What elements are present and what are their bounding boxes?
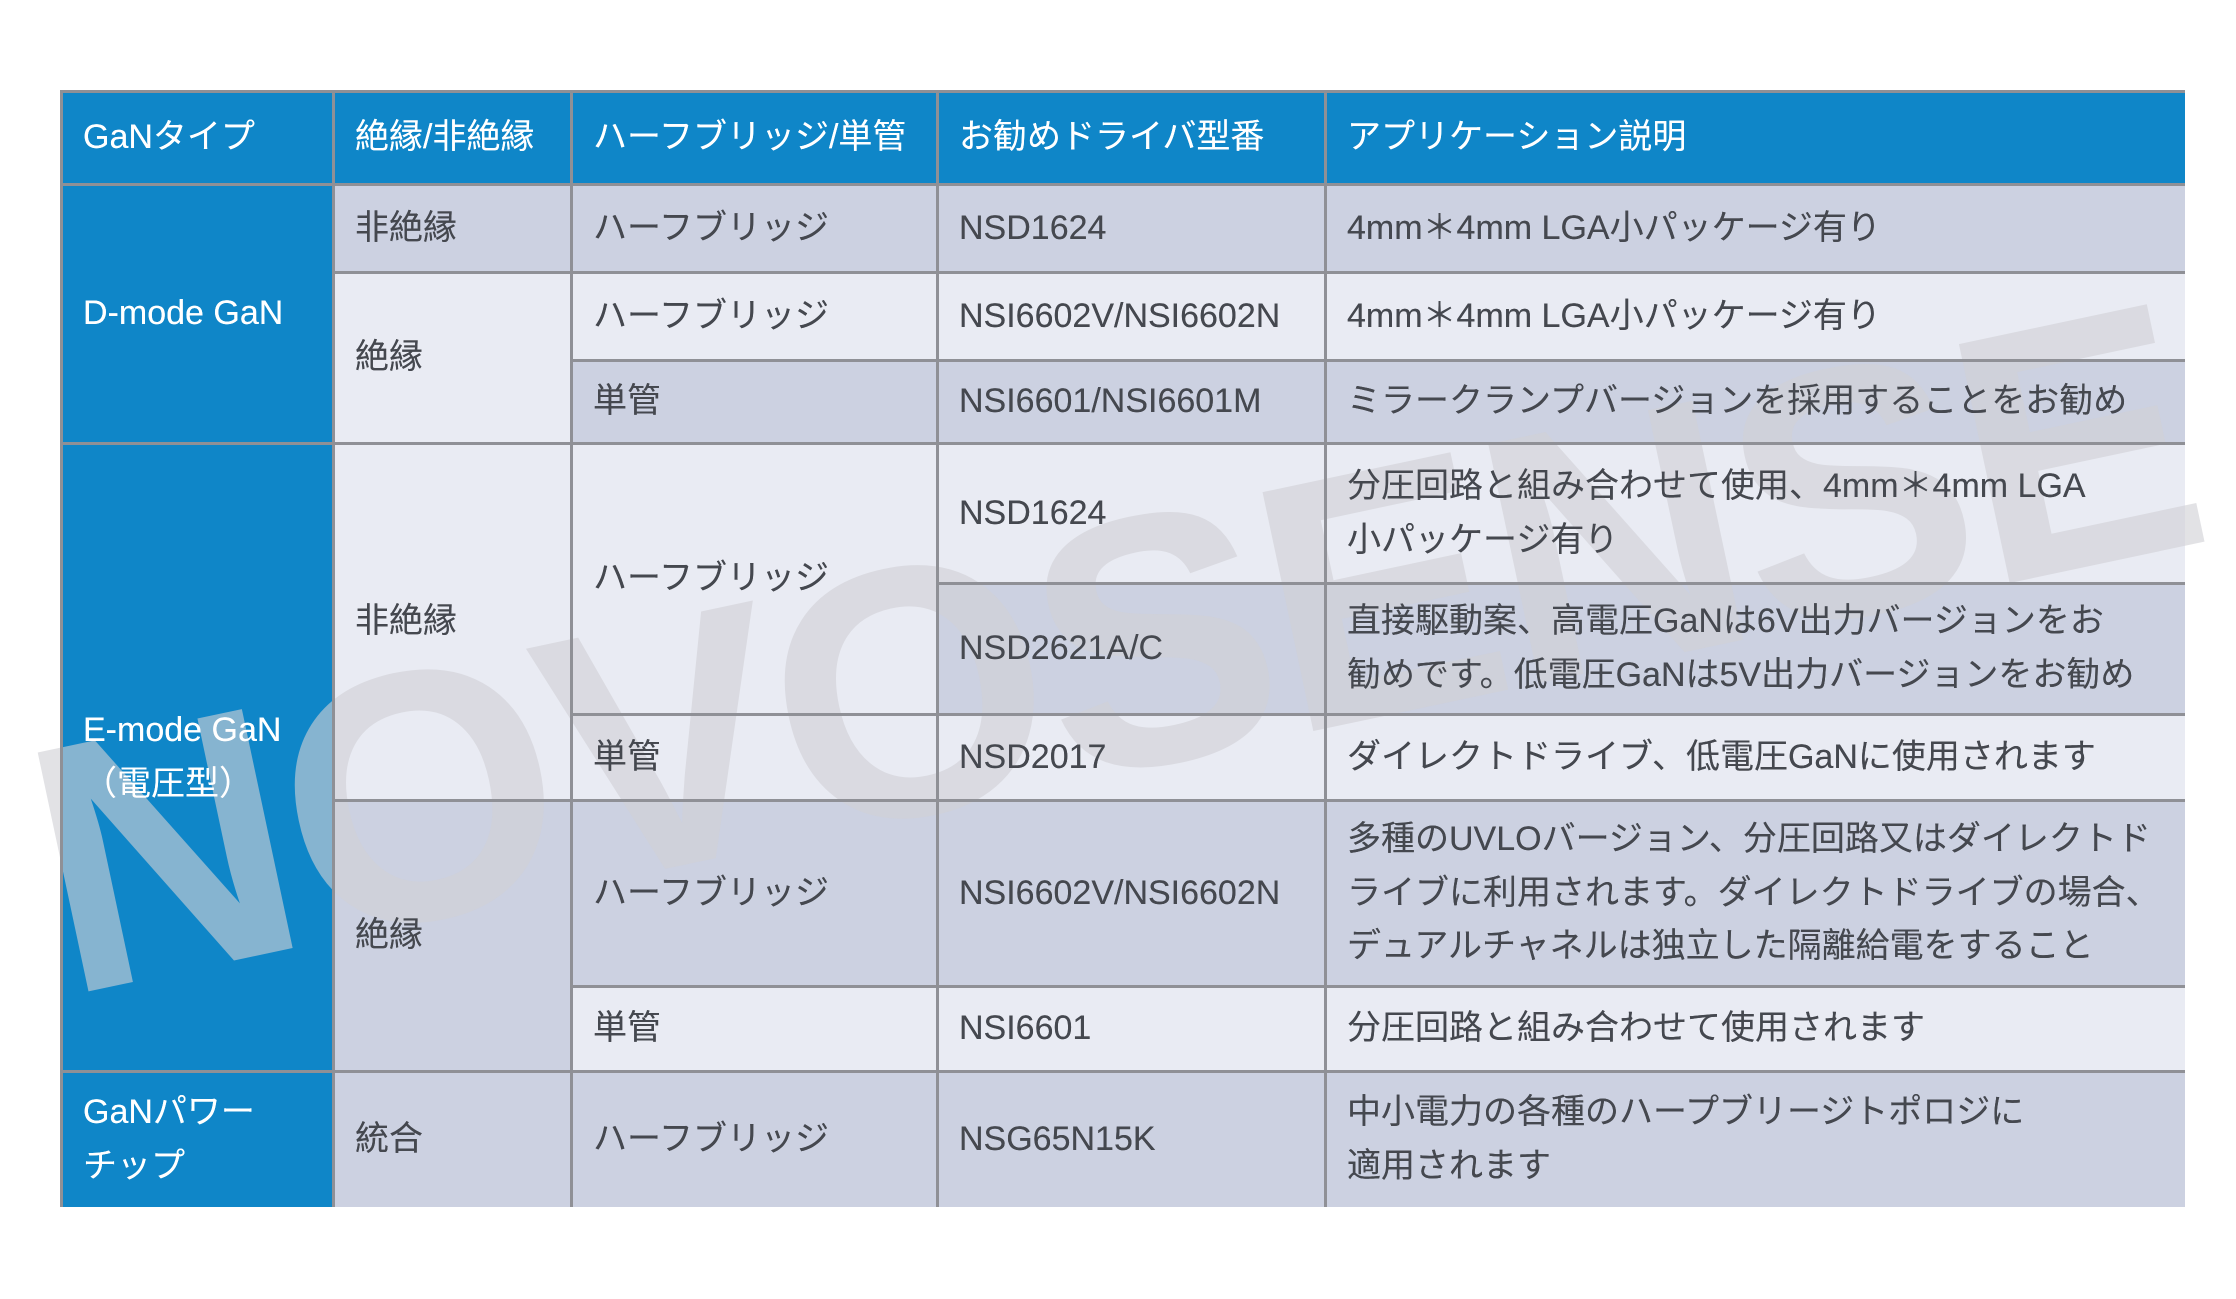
cell-part-number: NSG65N15K (936, 1070, 1327, 1207)
cell-part-number: NSI6602V/NSI6602N (936, 799, 1327, 988)
cell-gan-type-emode: E-mode GaN （電圧型） (60, 442, 335, 1073)
header-topology: ハーフブリッジ/単管 (570, 90, 939, 186)
cell-isolation: 非絶縁 (332, 183, 573, 274)
cell-isolation: 統合 (332, 1070, 573, 1207)
cell-topology: 単管 (570, 359, 939, 445)
table-row: 絶縁 ハーフブリッジ NSI6602V/NSI6602N 4mm＊4mm LGA… (62, 271, 2185, 445)
cell-gan-type-power-chip: GaNパワー チップ (60, 1070, 335, 1207)
cell-part-number: NSD2017 (936, 713, 1327, 802)
table-row: 絶縁 ハーフブリッジ NSI6602V/NSI6602N 多種のUVLOバージョ… (62, 799, 2185, 1073)
cell-description: ダイレクトドライブ、低電圧GaNに使用されます (1324, 713, 2185, 802)
cell-description: 分圧回路と組み合わせて使用、4mm＊4mm LGA 小パッケージ有り (1324, 442, 2185, 585)
table-row: GaNパワー チップ 統合 ハーフブリッジ NSG65N15K 中小電力の各種の… (60, 1070, 2185, 1207)
cell-topology: 単管 (570, 985, 939, 1073)
cell-topology: ハーフブリッジ (570, 442, 939, 716)
cell-part-number: NSD2621A/C (936, 582, 1327, 716)
cell-description: 直接駆動案、高電圧GaNは6V出力バージョンをお 勧めです。低電圧GaNは5V出… (1324, 582, 2185, 716)
cell-description: 多種のUVLOバージョン、分圧回路又はダイレクトド ライブに利用されます。ダイレ… (1324, 799, 2185, 988)
gan-driver-table: GaNタイプ 絶縁/非絶縁 ハーフブリッジ/単管 お勧めドライバ型番 アプリケー… (60, 90, 2185, 1207)
cell-description: ミラークランプバージョンを採用することをお勧め (1324, 359, 2185, 445)
cell-gan-type-dmode: D-mode GaN (60, 183, 335, 445)
header-isolation: 絶縁/非絶縁 (332, 90, 573, 186)
cell-part-number: NSI6601/NSI6601M (936, 359, 1327, 445)
cell-part-number: NSI6602V/NSI6602N (936, 271, 1327, 362)
cell-description: 4mm＊4mm LGA小パッケージ有り (1324, 183, 2185, 274)
cell-description: 4mm＊4mm LGA小パッケージ有り (1324, 271, 2185, 362)
cell-topology: ハーフブリッジ (570, 799, 939, 988)
header-part-number: お勧めドライバ型番 (936, 90, 1327, 186)
header-application: アプリケーション説明 (1324, 90, 2185, 186)
cell-part-number: NSD1624 (936, 442, 1327, 585)
cell-description: 分圧回路と組み合わせて使用されます (1324, 985, 2185, 1073)
cell-isolation: 絶縁 (332, 799, 573, 1073)
cell-topology: 単管 (570, 713, 939, 802)
cell-description: 中小電力の各種のハープブリージトポロジに 適用されます (1324, 1070, 2185, 1207)
header-row: GaNタイプ 絶縁/非絶縁 ハーフブリッジ/単管 お勧めドライバ型番 アプリケー… (60, 90, 2185, 186)
cell-topology: ハーフブリッジ (570, 271, 939, 362)
table-row: D-mode GaN 非絶縁 ハーフブリッジ NSD1624 4mm＊4mm L… (60, 183, 2185, 445)
header-gan-type: GaNタイプ (60, 90, 335, 186)
cell-part-number: NSI6601 (936, 985, 1327, 1073)
cell-part-number: NSD1624 (936, 183, 1327, 274)
table-row: E-mode GaN （電圧型） 非絶縁 ハーフブリッジ NSD1624 分圧回… (60, 442, 2185, 1073)
cell-isolation: 非絶縁 (332, 442, 573, 802)
cell-topology: ハーフブリッジ (570, 1070, 939, 1207)
cell-isolation: 絶縁 (332, 271, 573, 445)
cell-topology: ハーフブリッジ (570, 183, 939, 274)
